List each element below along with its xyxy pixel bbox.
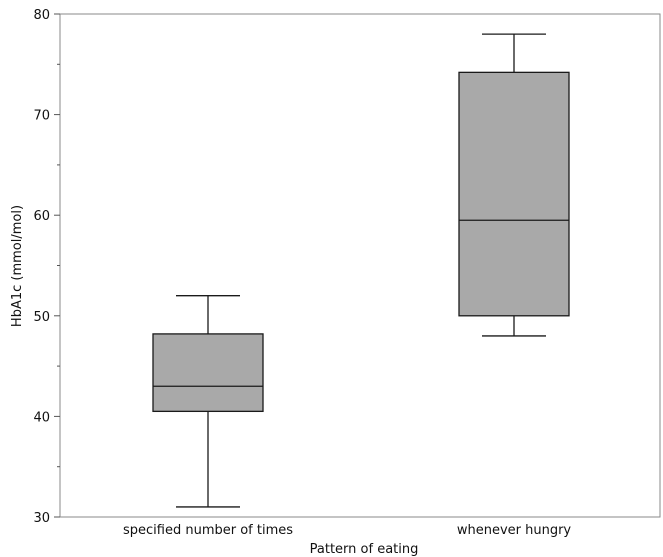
y-tick-label: 70 bbox=[33, 109, 50, 124]
y-tick-label: 50 bbox=[33, 310, 50, 325]
box-iqr bbox=[152, 333, 264, 413]
y-axis-label: HbA1c (mmol/mol) bbox=[10, 205, 25, 327]
x-axis-label: Pattern of eating bbox=[310, 542, 419, 557]
x-category-label: whenever hungry bbox=[457, 523, 572, 538]
y-tick-label: 40 bbox=[33, 410, 50, 425]
y-tick-label: 30 bbox=[33, 511, 50, 526]
box-iqr bbox=[458, 71, 570, 317]
box-1 bbox=[152, 295, 264, 508]
box-2 bbox=[458, 33, 570, 337]
y-tick-label: 80 bbox=[33, 8, 50, 23]
plot-frame bbox=[59, 13, 661, 518]
x-category-label: specified number of times bbox=[123, 523, 293, 538]
y-tick-label: 60 bbox=[33, 209, 50, 224]
